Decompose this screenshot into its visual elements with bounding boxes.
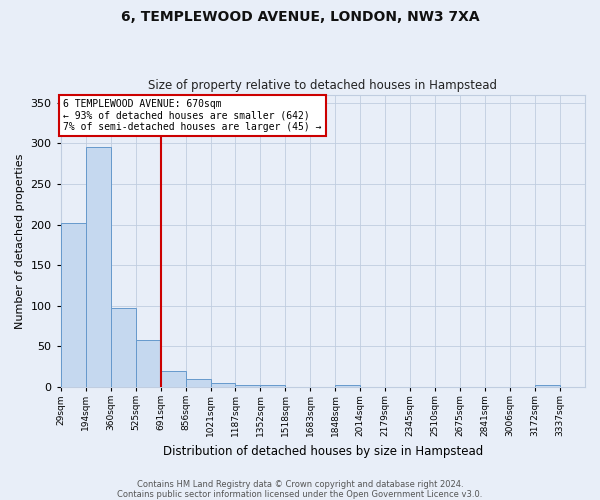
Text: Contains public sector information licensed under the Open Government Licence v3: Contains public sector information licen… [118,490,482,499]
Bar [86,148,110,387]
Bar [535,386,560,387]
Bar [335,386,361,387]
Bar [211,383,235,387]
Bar [136,340,161,387]
Bar [260,386,286,387]
Bar [61,223,86,387]
Text: 6, TEMPLEWOOD AVENUE, LONDON, NW3 7XA: 6, TEMPLEWOOD AVENUE, LONDON, NW3 7XA [121,10,479,24]
Bar [235,384,260,387]
Title: Size of property relative to detached houses in Hampstead: Size of property relative to detached ho… [148,79,497,92]
Y-axis label: Number of detached properties: Number of detached properties [15,153,25,328]
Bar [185,379,211,387]
Bar [161,371,185,387]
Text: 6 TEMPLEWOOD AVENUE: 670sqm
← 93% of detached houses are smaller (642)
7% of sem: 6 TEMPLEWOOD AVENUE: 670sqm ← 93% of det… [63,98,322,132]
X-axis label: Distribution of detached houses by size in Hampstead: Distribution of detached houses by size … [163,444,483,458]
Text: Contains HM Land Registry data © Crown copyright and database right 2024.: Contains HM Land Registry data © Crown c… [137,480,463,489]
Bar [110,308,136,387]
